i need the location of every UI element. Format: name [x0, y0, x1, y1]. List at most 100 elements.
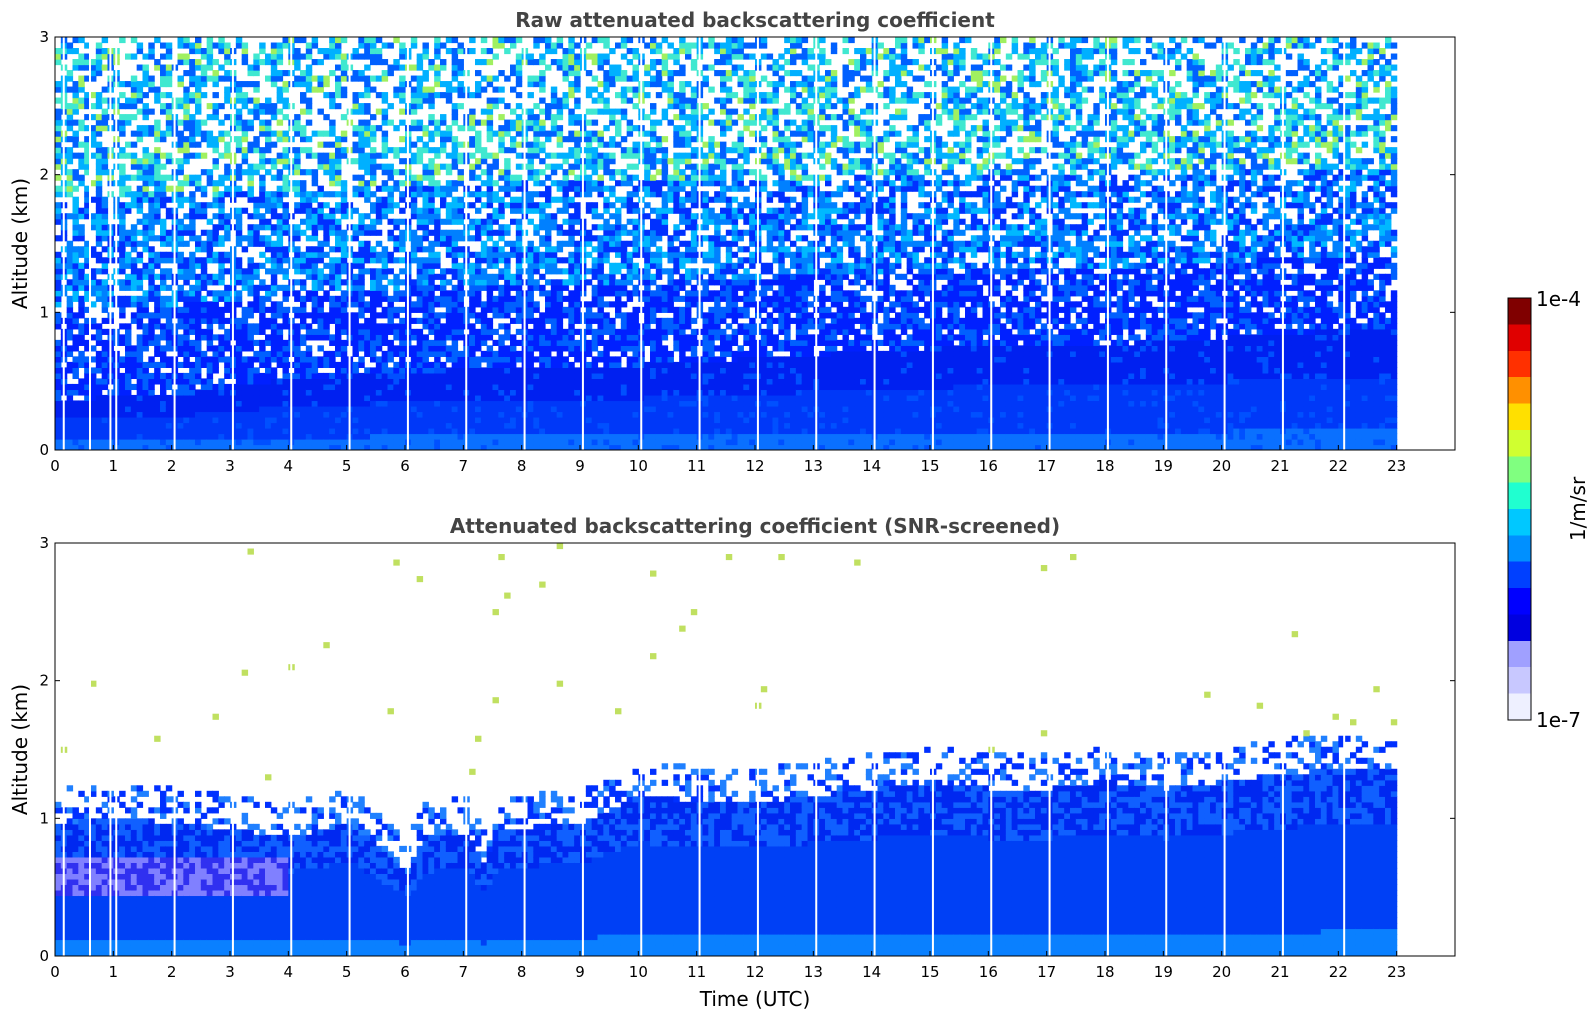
- heatmap-cell: [160, 361, 167, 368]
- heatmap-cell: [66, 147, 74, 154]
- heatmap-cell: [253, 235, 260, 242]
- heatmap-cell: [265, 130, 272, 137]
- heatmap-cell: [568, 350, 575, 357]
- heatmap-cell: [142, 405, 149, 413]
- heatmap-cell: [329, 306, 336, 313]
- heatmap-cell: [545, 48, 552, 55]
- heatmap-cell: [55, 174, 62, 181]
- heatmap-cell: [387, 306, 394, 313]
- heatmap-cell: [498, 251, 505, 258]
- heatmap-cell: [259, 125, 266, 132]
- heatmap-cell: [539, 169, 546, 176]
- heatmap-cell: [335, 411, 342, 418]
- heatmap-cell: [399, 394, 406, 402]
- heatmap-cell: [84, 290, 91, 297]
- heatmap-cell: [148, 317, 155, 324]
- heatmap-cell: [550, 438, 558, 446]
- heatmap-cell: [130, 444, 138, 450]
- heatmap-cell: [200, 185, 208, 192]
- heatmap-cell: [265, 141, 272, 148]
- heatmap-cell: [527, 273, 534, 280]
- heatmap-cell: [148, 42, 155, 49]
- heatmap-cell: [130, 372, 138, 380]
- heatmap-cell: [265, 147, 272, 154]
- heatmap-cell: [556, 427, 564, 435]
- heatmap-cell: [136, 372, 144, 380]
- heatmap-cell: [72, 235, 79, 242]
- heatmap-cell: [410, 191, 418, 198]
- heatmap-cell: [568, 70, 575, 77]
- heatmap-cell: [66, 411, 74, 418]
- heatmap-cell: [533, 372, 540, 380]
- heatmap-cell: [545, 422, 552, 429]
- heatmap-cell: [480, 405, 488, 413]
- heatmap-cell: [364, 163, 371, 170]
- heatmap-cell: [195, 180, 202, 187]
- heatmap-cell: [375, 163, 383, 170]
- heatmap-cell: [294, 279, 301, 286]
- heatmap-cell: [375, 378, 383, 385]
- heatmap-cell: [212, 240, 219, 247]
- heatmap-cell: [72, 323, 79, 330]
- heatmap-cell: [160, 301, 167, 308]
- heatmap-cell: [241, 81, 249, 88]
- heatmap-cell: [585, 411, 593, 418]
- heatmap-cell: [422, 411, 429, 418]
- heatmap-cell: [469, 405, 476, 413]
- heatmap-cell: [241, 422, 249, 429]
- heatmap-cell: [247, 273, 254, 280]
- heatmap-cell: [545, 262, 552, 269]
- heatmap-cell: [340, 444, 348, 450]
- heatmap-cell: [72, 356, 79, 363]
- heatmap-cell: [486, 438, 494, 446]
- heatmap-cell: [340, 416, 348, 424]
- heatmap-cell: [335, 64, 342, 71]
- heatmap-cell: [451, 361, 459, 368]
- heatmap-cell: [253, 97, 260, 104]
- heatmap-cell: [95, 229, 103, 236]
- heatmap-cell: [235, 97, 243, 104]
- heatmap-cell: [451, 427, 459, 435]
- heatmap-cell: [305, 136, 313, 143]
- heatmap-cell: [498, 394, 505, 402]
- heatmap-cell: [165, 438, 173, 446]
- heatmap-cell: [189, 317, 196, 324]
- heatmap-cell: [445, 400, 453, 407]
- heatmap-cell: [323, 262, 330, 269]
- heatmap-cell: [515, 284, 523, 291]
- heatmap-cell: [416, 268, 424, 275]
- heatmap-cell: [90, 334, 97, 341]
- heatmap-cell: [247, 97, 254, 104]
- heatmap-cell: [451, 438, 459, 446]
- heatmap-cell: [492, 284, 499, 291]
- heatmap-cell: [119, 235, 126, 242]
- heatmap-cell: [294, 339, 301, 346]
- heatmap-cell: [195, 141, 202, 148]
- heatmap-cell: [335, 180, 342, 187]
- heatmap-cell: [585, 328, 593, 335]
- heatmap-cell: [148, 334, 155, 341]
- heatmap-cell: [72, 97, 79, 104]
- heatmap-cell: [416, 444, 424, 450]
- heatmap-cell: [119, 383, 126, 391]
- heatmap-cell: [270, 42, 278, 49]
- heatmap-cell: [78, 229, 85, 236]
- heatmap-cell: [300, 301, 307, 308]
- heatmap-cell: [533, 284, 540, 291]
- heatmap-cell: [428, 422, 435, 429]
- heatmap-cell: [422, 53, 429, 60]
- heatmap-cell: [504, 37, 511, 44]
- heatmap-cell: [504, 356, 511, 363]
- heatmap-cell: [416, 334, 424, 341]
- heatmap-cell: [177, 235, 184, 242]
- heatmap-cell: [125, 240, 132, 247]
- heatmap-cell: [562, 59, 569, 66]
- heatmap-cell: [101, 64, 109, 71]
- heatmap-cell: [218, 224, 225, 231]
- heatmap-cell: [247, 81, 254, 88]
- heatmap-cell: [381, 372, 389, 380]
- heatmap-cell: [364, 229, 371, 236]
- heatmap-cell: [101, 48, 109, 55]
- heatmap-cell: [475, 279, 482, 286]
- heatmap-cell: [212, 141, 219, 148]
